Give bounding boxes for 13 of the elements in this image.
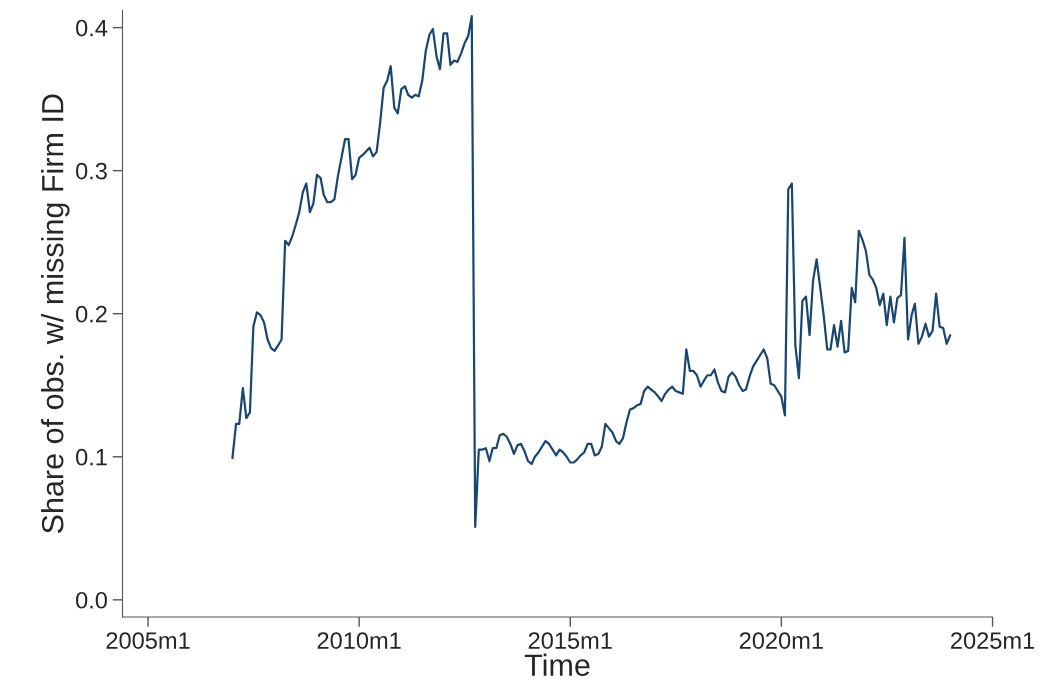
x-tick-label: 2025m1 [951,632,1035,649]
y-tick-label: 0.4 [76,19,108,37]
x-axis-title: Time [524,653,590,677]
y-tick-label: 0.3 [76,162,107,180]
x-tick-label: 2015m1 [528,632,612,649]
y-tick-label: 0.0 [76,591,107,609]
y-tick-label: 0.1 [76,448,107,466]
x-tick-label: 2020m1 [739,632,823,649]
x-tick-label: 2010m1 [317,632,401,649]
y-tick-label: 0.2 [76,305,107,323]
x-tick-label: 2005m1 [106,632,190,649]
y-axis-title: Share of obs. w/ missing Firm ID [41,94,70,534]
line-series [231,15,952,528]
